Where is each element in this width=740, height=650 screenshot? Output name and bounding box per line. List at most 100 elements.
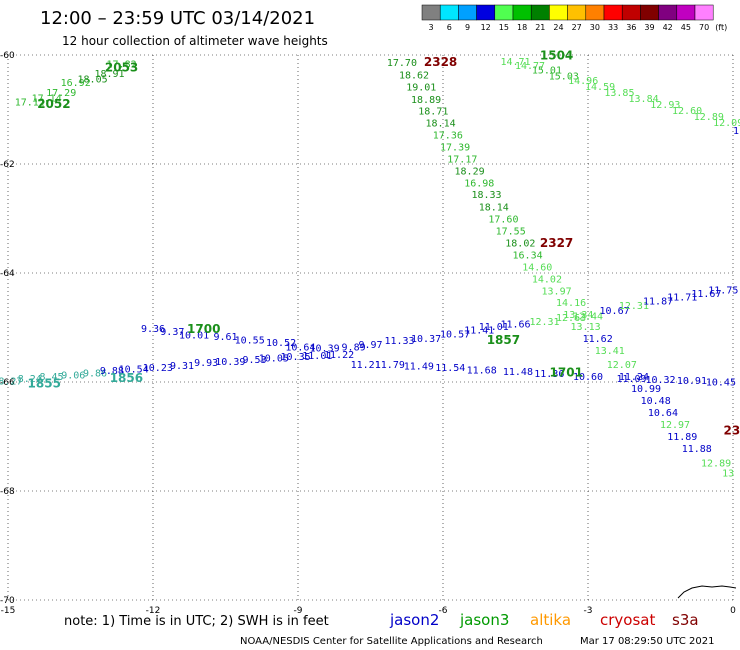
wave-height-label: 14.60 xyxy=(522,262,552,273)
wave-height-label: 15.03 xyxy=(549,72,579,83)
legend-swatch-6 xyxy=(439,4,459,21)
legend-value-45: 45 xyxy=(681,23,691,32)
wave-height-label: 11.01 xyxy=(479,322,509,333)
wave-height-label: 10.45 xyxy=(706,377,736,388)
legend-value-9: 9 xyxy=(465,23,470,32)
wave-height-label: 12.31 xyxy=(619,301,649,312)
legend-value-6: 6 xyxy=(447,23,452,32)
wave-height-label: 18.91 xyxy=(94,69,124,80)
wave-height-label: 11.66 xyxy=(500,320,530,331)
footer-note: note: 1) Time is in UTC; 2) SWH is in fe… xyxy=(64,614,329,629)
wave-height-label: 10.37 xyxy=(411,334,441,345)
lat-tick-label: -64 xyxy=(0,269,15,279)
pass-time-label: 1856 xyxy=(110,371,143,385)
legend-swatch-18 xyxy=(512,4,532,21)
wave-height-label: 11.41 xyxy=(464,325,494,336)
satellite-name-cryosat: cryosat xyxy=(600,611,655,629)
wave-height-label: 12.07 xyxy=(607,360,637,371)
wave-height-label: 18.29 xyxy=(455,166,485,177)
satellite-name-s3a: s3a xyxy=(672,611,699,629)
wave-height-label: 16.92 xyxy=(61,78,91,89)
wave-height-label: 18.02 xyxy=(505,238,535,249)
satellite-name-jason2: jason2 xyxy=(389,611,439,629)
pass-time-label: 2328 xyxy=(424,55,457,69)
wave-height-label: 11.75 xyxy=(708,286,738,297)
wave-height-label: 10.05 xyxy=(259,353,289,364)
wave-height-label: 11.48 xyxy=(503,367,533,378)
pass-time-labels: 2053 2052 2328 1504 2327 2327 1700 1857 1701 1855… xyxy=(28,48,740,437)
track-jason3-1504: 14.7114.7715.0115.0314.9614.5913.8513.84… xyxy=(500,57,740,137)
wave-height-label: 10.01 xyxy=(179,330,209,341)
wave-height-label: 11.54 xyxy=(435,363,465,374)
legend-value-70: 70 xyxy=(699,23,709,32)
pass-time-label: 1857 xyxy=(487,333,520,347)
wave-height-label: 17.12 xyxy=(15,98,45,109)
pass-time-label: 1700 xyxy=(187,322,220,336)
coastline xyxy=(677,585,737,599)
lon-tick-label: -12 xyxy=(146,606,161,616)
wave-height-label: 11.49 xyxy=(404,361,434,372)
wave-height-label: 18.71 xyxy=(418,106,448,117)
legend-swatch-3 xyxy=(421,4,441,21)
legend-value-36: 36 xyxy=(626,23,636,32)
wave-height-label: 19.01 xyxy=(406,82,436,93)
wave-height-label: 9.06 xyxy=(61,371,85,382)
wave-height-label: 10.64 xyxy=(648,408,678,419)
lat-tick-label: -70 xyxy=(0,596,15,606)
wave-height-label: 18.33 xyxy=(471,190,501,201)
wave-height-label: 10.55 xyxy=(235,335,265,346)
wave-height-label: 11.71 xyxy=(667,292,697,303)
wave-height-label: 12.31 xyxy=(529,317,559,328)
wave-height-label: 11.8 xyxy=(733,126,740,137)
wave-height-label: 12.09 xyxy=(713,118,740,129)
wave-height-label: 11.87 xyxy=(643,297,673,308)
legend-value-39: 39 xyxy=(644,23,654,32)
wave-height-label: 17.70 xyxy=(387,58,417,69)
wave-height-label: 9.89 xyxy=(342,342,366,353)
wave-height-label: 12.89 xyxy=(694,112,724,123)
wave-height-label: 14.77 xyxy=(515,61,545,72)
wave-height-label: 11.62 xyxy=(583,334,613,345)
axis-tick-labels: -15 -12 -9 -6 -3 0 -60 -62 -64 -66 -68 -70 xyxy=(0,51,736,616)
wave-height-label: 17.29 xyxy=(46,88,76,99)
pass-time-label: 2053 xyxy=(105,60,138,74)
lat-tick-label: -60 xyxy=(0,51,15,61)
wave-height-label: 16.34 xyxy=(513,250,543,261)
wave-height-label: 13.41 xyxy=(595,346,625,357)
wave-height-label: 9.53 xyxy=(242,355,266,366)
legend-swatch-21 xyxy=(530,4,550,21)
wave-height-label: 13.34 xyxy=(563,310,593,321)
legend-swatch-15 xyxy=(494,4,514,21)
footer-credit: NOAA/NESDIS Center for Satellite Applica… xyxy=(240,636,543,647)
wave-height-label: 11.22 xyxy=(324,350,354,361)
wave-height-label: 16.98 xyxy=(464,178,494,189)
wave-height-label: 17.82 xyxy=(107,60,137,71)
legend-swatch-30 xyxy=(585,4,605,21)
lon-tick-label: -15 xyxy=(1,606,16,616)
wave-height-label: 11.33 xyxy=(384,336,414,347)
legend-swatch-45 xyxy=(676,4,696,21)
wave-height-label: 14.96 xyxy=(568,76,598,87)
wave-height-label: 18.14 xyxy=(426,118,456,129)
wave-height-label: 9.93 xyxy=(194,358,218,369)
legend-swatch-27 xyxy=(567,4,587,21)
legend-swatch-9 xyxy=(458,4,477,21)
wave-height-label: 10.39 xyxy=(310,343,340,354)
pass-time-label: 1855 xyxy=(28,376,61,390)
wave-height-label: 17.17 xyxy=(447,154,477,165)
pass-time-label: 1701 xyxy=(550,366,583,380)
wave-height-label: 11.79 xyxy=(375,360,405,371)
satellite-name-altika: altika xyxy=(530,611,571,629)
wave-height-label: 10.64 xyxy=(285,342,315,353)
satellite-legend: jason2 jason3 altika cryosat s3a xyxy=(389,611,699,629)
wave-height-label: 13 xyxy=(722,468,734,479)
wave-height-label: 18.62 xyxy=(399,70,429,81)
wave-height-label: 12.93 xyxy=(650,100,680,111)
wave-height-label: 17.14 xyxy=(32,93,62,104)
